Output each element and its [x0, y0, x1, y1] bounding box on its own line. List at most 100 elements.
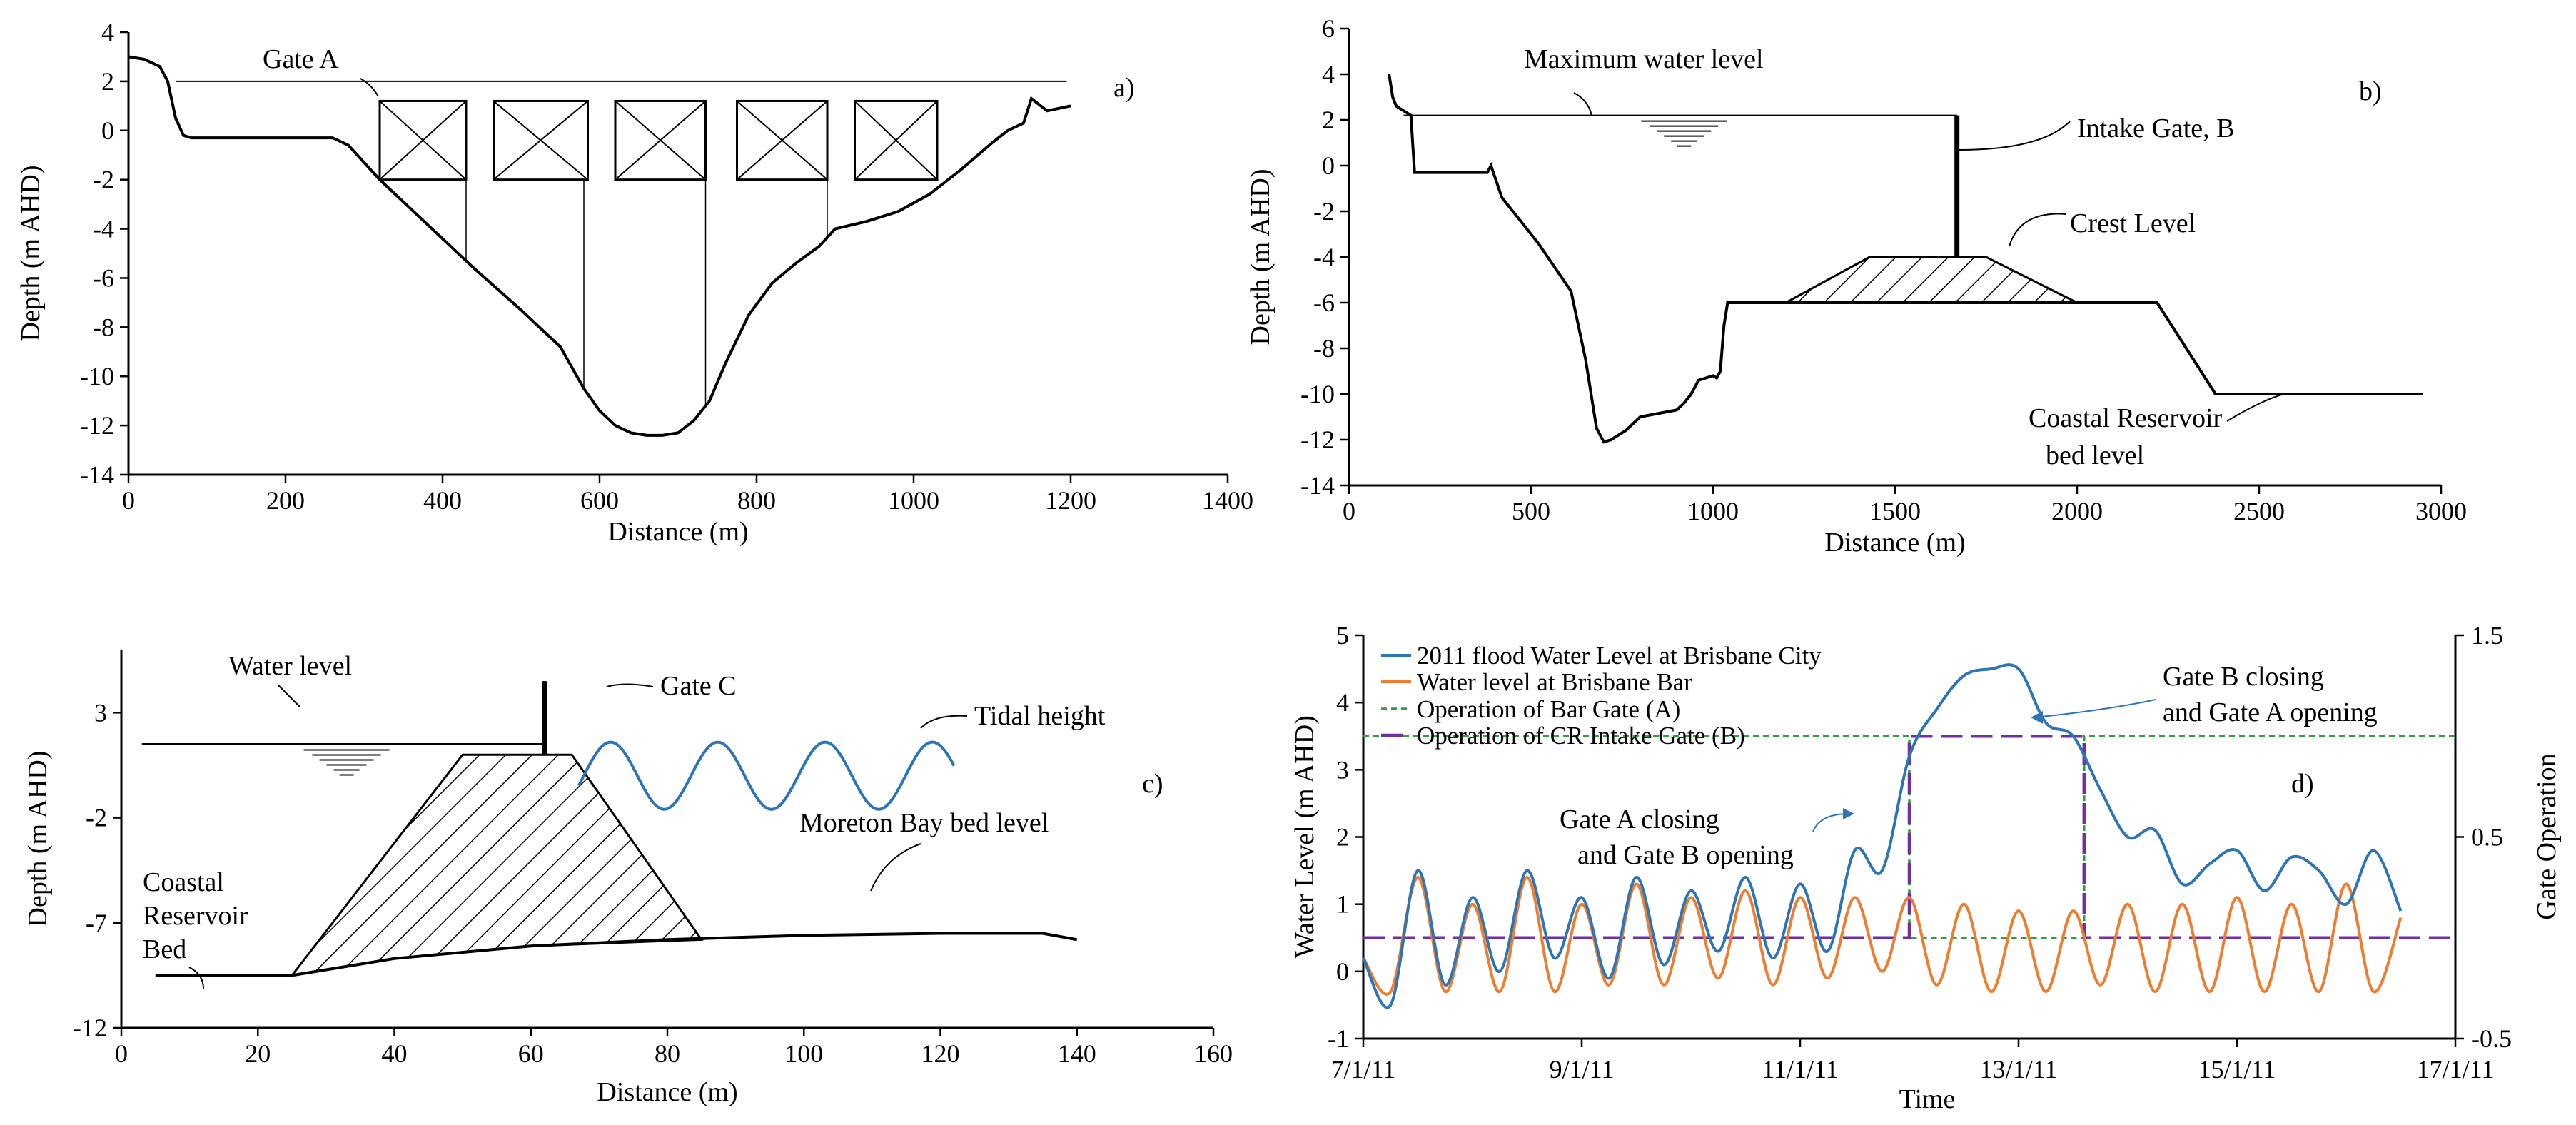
- legend-label: 2011 flood Water Level at Brisbane City: [1417, 642, 1822, 670]
- y2-axis-label: Gate Operation: [2532, 753, 2562, 919]
- y-tick-label: -6: [93, 263, 114, 292]
- panel-label: a): [1113, 73, 1135, 103]
- gate-b-arrow: [2034, 699, 2156, 718]
- y-tick-label: 3: [94, 698, 107, 727]
- x-tick-label: 17/1/11: [2417, 1055, 2495, 1084]
- y-tick-label: 5: [1336, 621, 1349, 650]
- x-tick-label: 100: [784, 1039, 823, 1068]
- gate-box: [736, 99, 829, 181]
- x-tick-label: 3000: [2415, 497, 2467, 525]
- gate-c-label: Gate C: [660, 671, 737, 701]
- x-tick-label: 0: [115, 1039, 128, 1068]
- y-tick-label: 4: [1336, 688, 1349, 717]
- x-tick-label: 60: [518, 1039, 544, 1068]
- x-tick-label: 0: [1343, 497, 1355, 525]
- gate-box: [493, 99, 589, 181]
- y-tick-label: -14: [1300, 471, 1335, 500]
- gate-cross: [493, 100, 589, 181]
- y2-tick-label: 1.5: [2471, 621, 2503, 650]
- gate-b-arrowhead: [2031, 711, 2043, 724]
- x-tick-label: 13/1/11: [1980, 1055, 2058, 1084]
- y-axis-label: Water Level (m AHD): [1290, 715, 1320, 958]
- x-tick-label: 40: [382, 1039, 408, 1068]
- bar-gate-a-series: [1363, 735, 2455, 939]
- y-tick-label: 3: [1336, 755, 1349, 784]
- gate-box: [378, 99, 468, 181]
- bed-arrow: [188, 967, 204, 989]
- x-tick-label: 1400: [1202, 486, 1253, 515]
- panel-d: 7/1/11 9/1/11 11/1/11 13/1/11 15/1/11 17/1/11…: [1290, 621, 2562, 1114]
- y-tick-label: 4: [1322, 60, 1335, 89]
- y-tick-label: -4: [93, 215, 114, 243]
- x-axis-label: Distance (m): [597, 1077, 737, 1107]
- y-tick-label: -8: [93, 313, 114, 341]
- gate-a-arrowhead: [1843, 808, 1854, 819]
- y-axis-label: Depth (m AHD): [1246, 169, 1276, 345]
- x-tick-label: 0: [122, 486, 135, 515]
- x-tick-label: 500: [1512, 497, 1550, 525]
- coastal-reservoir-label: Coastal Reservoir: [2029, 403, 2223, 433]
- gate-cross: [854, 100, 938, 181]
- brisbane-city-series: [1362, 663, 2403, 1009]
- x-tick-label: 1000: [1687, 497, 1739, 525]
- x-tick-label: 1000: [888, 486, 939, 515]
- panel-b: 0 500 1000 1500 2000 2500 3000 6 4 2 0 -2 -4 -6 -8 -10 -…: [1246, 14, 2467, 558]
- panel-a: 0 200 400 600 800 1000 1200 1400 4 2 0 -2 -4 -6 -8 -10 -…: [16, 18, 1253, 547]
- maximum-water-level-label: Maximum water level: [1524, 44, 1764, 74]
- water-level-label: Water level: [228, 651, 352, 681]
- y-tick-label: -1: [1328, 1024, 1349, 1053]
- legend-label: Water level at Brisbane Bar: [1417, 668, 1692, 696]
- panel-label: c): [1142, 769, 1163, 799]
- y-tick-label: -7: [86, 909, 107, 937]
- bed-profile-line: [128, 55, 1071, 437]
- gate-box: [854, 99, 939, 181]
- y-tick-label: -12: [73, 1014, 107, 1042]
- y-tick-label: -2: [1313, 197, 1335, 226]
- x-tick-label: 200: [266, 486, 305, 515]
- legend-label: Operation of Bar Gate (A): [1417, 695, 1680, 723]
- x-tick-label: 160: [1194, 1039, 1233, 1068]
- water-level-arrow: [1573, 92, 1592, 116]
- bed-profile-line: [1388, 74, 2423, 444]
- x-tick-label: 2500: [2233, 497, 2285, 525]
- gate-a-label: Gate A: [263, 44, 339, 74]
- x-tick-label: 15/1/11: [2198, 1055, 2276, 1084]
- x-axis-label: Time: [1899, 1084, 1956, 1114]
- x-tick-label: 2000: [2051, 497, 2103, 525]
- gate-cross: [615, 100, 707, 181]
- y-tick-label: 0: [101, 116, 114, 145]
- y2-tick-label: -0.5: [2471, 1024, 2512, 1053]
- y-tick-label: -2: [86, 804, 107, 832]
- x-tick-label: 9/1/11: [1550, 1055, 1615, 1084]
- gate-a-closing-label: Gate A closing: [1560, 804, 1719, 834]
- bed-level-arrow: [2226, 393, 2285, 422]
- y-tick-label: 4: [101, 18, 114, 46]
- y-tick-label: 6: [1322, 14, 1335, 43]
- moreton-bay-bed-line: [155, 932, 1078, 977]
- x-tick-label: 1200: [1045, 486, 1096, 515]
- x-axis-label: Distance (m): [607, 517, 748, 547]
- brisbane-bar-series: [1362, 875, 2403, 996]
- crest-level-label: Crest Level: [2070, 208, 2196, 238]
- legend-label: Operation of CR Intake Gate (B): [1417, 722, 1745, 750]
- cr-intake-gate-b-series: [1363, 735, 2455, 940]
- y-tick-label: 1: [1336, 890, 1349, 919]
- y-tick-label: -10: [1300, 380, 1335, 408]
- x-tick-label: 800: [737, 486, 776, 515]
- tidal-height-arrow: [920, 715, 968, 729]
- y-axis-label: Depth (m AHD): [16, 166, 46, 342]
- gate-a-arrow: [360, 78, 379, 97]
- x-tick-label: 400: [423, 486, 462, 515]
- y-tick-label: -2: [93, 166, 114, 194]
- water-level-arrow: [278, 685, 300, 707]
- y-axis-label: Depth (m AHD): [23, 751, 53, 927]
- intake-gate-label: Intake Gate, B: [2077, 113, 2235, 143]
- gate-cross: [736, 100, 828, 181]
- bed-label: Bed: [143, 934, 186, 964]
- x-tick-label: 120: [921, 1039, 960, 1068]
- gate-b-opening-label: and Gate B opening: [1577, 840, 1794, 870]
- y-tick-label: 0: [1322, 151, 1335, 180]
- x-tick-label: 80: [655, 1039, 680, 1068]
- x-axis-label: Distance (m): [1824, 528, 1965, 558]
- x-tick-label: 1500: [1869, 497, 1921, 525]
